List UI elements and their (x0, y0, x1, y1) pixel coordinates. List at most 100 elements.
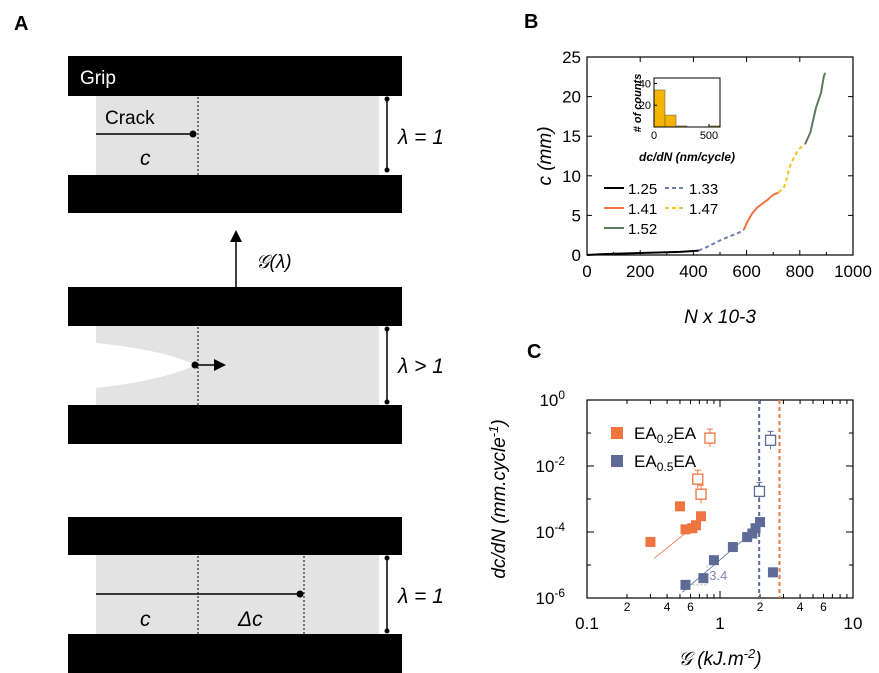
inset-y-label: # of counts (632, 74, 644, 133)
y-tick-label: 15 (562, 127, 581, 146)
stretch-bar-2-bottom-dot (384, 399, 390, 405)
x-tick-label: 0.1 (575, 614, 599, 633)
filled-point (680, 524, 691, 535)
legend-label: 1.33 (689, 181, 718, 198)
x-tick-label: 0 (582, 262, 591, 281)
x-minor-tick-label: 4 (797, 600, 804, 614)
crack-length-label-3: c (140, 608, 151, 631)
crack-tip-1 (189, 130, 197, 138)
inset-histogram: 20 40 0 500 # of counts dc/dN (nm/cycle) (632, 74, 735, 164)
inset-frame (653, 77, 721, 128)
series-line-1-25 (586, 249, 699, 256)
legend-label: EA0.2EA (634, 424, 697, 446)
fatigue-rate-chart: 0.1 1 10 2 4 6 2 4 6 10-6 10-4 10-2 100 3.4 EA0.2EA EA0… (486, 388, 862, 670)
y-tick-label: 10-4 (536, 520, 566, 542)
histogram-bar (653, 89, 666, 128)
inset-y-tick-label: 40 (639, 78, 651, 90)
crack-length-label: c (140, 147, 151, 170)
series-line-1-33 (698, 228, 745, 252)
open-point (692, 473, 704, 485)
x-tick-label: 1000 (834, 262, 872, 281)
x-tick-label: 10 (844, 614, 863, 633)
y-tick-label: 10-6 (536, 586, 566, 608)
stretch-bar-1-top-dot (384, 96, 390, 102)
filled-point (750, 523, 761, 534)
open-crack-shape (96, 343, 195, 388)
x-minor-tick-label: 4 (664, 600, 671, 614)
top-grip-1 (68, 56, 402, 96)
legend-marker (611, 427, 623, 439)
series-line-1-52 (804, 72, 827, 145)
open-point (764, 434, 777, 446)
x-tick-label: 200 (626, 262, 654, 281)
legend-label: 1.52 (628, 221, 657, 238)
energy-release-label: 𝒢(λ) (256, 252, 292, 273)
crack-tip-3 (296, 590, 304, 598)
inset-x-tick-label: 500 (700, 130, 718, 142)
stretch-bar-3-top-dot (384, 555, 390, 561)
x-tick-label: 800 (786, 262, 814, 281)
filled-point (645, 536, 656, 547)
legend-label: 1.47 (689, 201, 718, 218)
y-tick-label: 100 (539, 388, 565, 410)
filled-point (742, 532, 753, 543)
x-axis-label: 𝒢 (kJ.m-2) (678, 646, 761, 670)
x-tick-label: 400 (679, 262, 707, 281)
legend-label: 1.41 (628, 201, 657, 218)
panel-a-label: A (14, 13, 28, 35)
x-minor-tick-label: 6 (687, 600, 694, 614)
open-point (704, 432, 716, 444)
filled-point (755, 517, 766, 528)
stretch-label-3: λ = 1 (397, 585, 444, 608)
bottom-grip-3 (68, 634, 402, 673)
y-tick-label: 25 (562, 48, 581, 67)
top-grip-3 (68, 517, 402, 555)
legend-label: EA0.5EA (634, 452, 697, 474)
panel-c-label: C (527, 341, 541, 363)
x-minor-tick-label: 2 (757, 600, 764, 614)
filled-point (674, 501, 685, 512)
series-line-1-41 (743, 191, 779, 231)
crack-label: Crack (105, 108, 155, 129)
inset-x-tick-label: 0 (651, 130, 657, 142)
stretch-bar-3-bottom-dot (384, 628, 390, 634)
y-tick-label: 0 (572, 246, 581, 265)
grip-label: Grip (80, 68, 116, 89)
legend-label: 1.25 (628, 181, 657, 198)
panel-c-chart: C 0.1 1 10 2 4 6 2 4 6 10-6 10-4 10-2 100 3.4 EA0.2EA E… (486, 341, 862, 670)
crack-increment-label: Δc (237, 608, 263, 631)
open-point (695, 488, 707, 500)
gel-sample-1 (96, 96, 379, 175)
top-grip-2 (68, 287, 402, 326)
legend-marker (611, 455, 623, 467)
filled-point (727, 542, 738, 553)
propagation-arrow-icon (214, 359, 226, 371)
panel-b-label: B (524, 11, 538, 33)
bottom-grip-2 (68, 405, 402, 444)
stretch-label-2: λ > 1 (397, 355, 444, 378)
filled-point (696, 511, 707, 522)
bottom-grip-1 (68, 175, 402, 213)
y-tick-label: 5 (572, 206, 581, 225)
filled-point (698, 573, 709, 584)
stretch-bar-2-top-dot (384, 326, 390, 332)
filled-point (680, 579, 691, 590)
inset-x-label: dc/dN (nm/cycle) (639, 150, 735, 164)
y-tick-label: 10-2 (536, 454, 566, 476)
slope-label: 3.4 (709, 568, 727, 583)
panel-a-schematic: A Grip Crack c λ = 1 𝒢(λ) λ > 1 (14, 13, 444, 673)
filled-point (708, 555, 719, 566)
x-axis-label: N x 10-3 (684, 307, 756, 328)
stretch-bar-1-bottom-dot (384, 167, 390, 173)
y-axis-label: dc/dN (mm.cycle-1) (486, 419, 510, 578)
filled-point (690, 520, 701, 531)
x-tick-label: 600 (732, 262, 760, 281)
x-tick-label: 1 (715, 614, 724, 633)
y-tick-label: 20 (562, 88, 581, 107)
slope-triangle (692, 563, 708, 586)
inset-y-tick-label: 20 (639, 100, 651, 112)
load-arrow-icon (230, 230, 242, 242)
histogram-bar (664, 114, 677, 128)
